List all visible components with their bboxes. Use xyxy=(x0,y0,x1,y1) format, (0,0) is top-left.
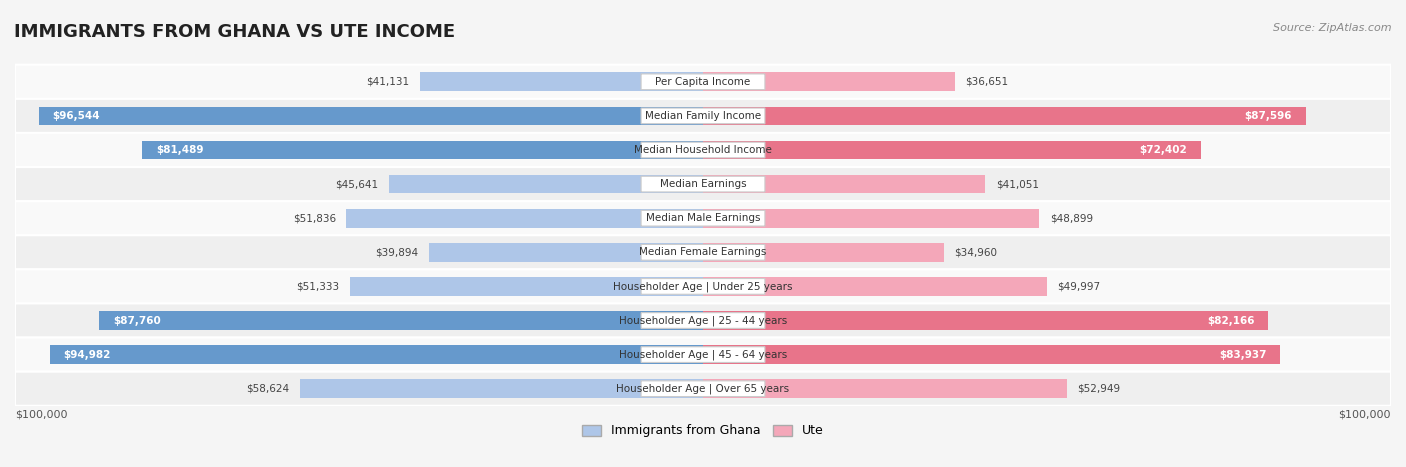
FancyBboxPatch shape xyxy=(15,235,1391,269)
Text: $87,596: $87,596 xyxy=(1244,111,1292,121)
Text: $41,051: $41,051 xyxy=(995,179,1039,189)
FancyBboxPatch shape xyxy=(15,269,1391,304)
Text: $81,489: $81,489 xyxy=(156,145,204,155)
Bar xyxy=(350,277,703,296)
Text: $41,131: $41,131 xyxy=(367,77,409,87)
Text: $58,624: $58,624 xyxy=(246,384,290,394)
Text: Source: ZipAtlas.com: Source: ZipAtlas.com xyxy=(1274,23,1392,33)
FancyBboxPatch shape xyxy=(641,381,765,396)
Bar xyxy=(703,175,986,193)
Text: Median Male Earnings: Median Male Earnings xyxy=(645,213,761,223)
Bar xyxy=(703,209,1039,227)
FancyBboxPatch shape xyxy=(641,313,765,328)
Bar xyxy=(703,106,1306,125)
Text: Per Capita Income: Per Capita Income xyxy=(655,77,751,87)
FancyBboxPatch shape xyxy=(641,244,765,260)
Bar xyxy=(703,243,943,262)
FancyBboxPatch shape xyxy=(641,74,765,90)
Bar xyxy=(389,175,703,193)
Legend: Immigrants from Ghana, Ute: Immigrants from Ghana, Ute xyxy=(578,419,828,442)
Text: $96,544: $96,544 xyxy=(52,111,100,121)
Text: $100,000: $100,000 xyxy=(15,409,67,419)
Text: Median Earnings: Median Earnings xyxy=(659,179,747,189)
Bar xyxy=(703,345,1281,364)
Text: Median Household Income: Median Household Income xyxy=(634,145,772,155)
FancyBboxPatch shape xyxy=(15,201,1391,235)
FancyBboxPatch shape xyxy=(15,167,1391,201)
Text: $45,641: $45,641 xyxy=(336,179,378,189)
Bar xyxy=(420,72,703,91)
Text: $51,836: $51,836 xyxy=(292,213,336,223)
Text: $83,937: $83,937 xyxy=(1219,350,1267,360)
FancyBboxPatch shape xyxy=(641,347,765,362)
Text: $100,000: $100,000 xyxy=(1339,409,1391,419)
Bar xyxy=(703,311,1268,330)
Text: Householder Age | 45 - 64 years: Householder Age | 45 - 64 years xyxy=(619,349,787,360)
Bar xyxy=(429,243,703,262)
FancyBboxPatch shape xyxy=(641,176,765,192)
Bar xyxy=(346,209,703,227)
Text: $48,899: $48,899 xyxy=(1050,213,1092,223)
Text: $34,960: $34,960 xyxy=(953,248,997,257)
Text: Median Female Earnings: Median Female Earnings xyxy=(640,248,766,257)
Bar xyxy=(703,379,1067,398)
FancyBboxPatch shape xyxy=(15,99,1391,133)
Text: $94,982: $94,982 xyxy=(63,350,111,360)
Text: IMMIGRANTS FROM GHANA VS UTE INCOME: IMMIGRANTS FROM GHANA VS UTE INCOME xyxy=(14,23,456,42)
FancyBboxPatch shape xyxy=(15,304,1391,338)
Text: Householder Age | Over 65 years: Householder Age | Over 65 years xyxy=(616,383,790,394)
FancyBboxPatch shape xyxy=(15,372,1391,406)
Text: $36,651: $36,651 xyxy=(966,77,1008,87)
Text: $39,894: $39,894 xyxy=(375,248,418,257)
Text: $49,997: $49,997 xyxy=(1057,282,1101,291)
Bar xyxy=(142,141,703,159)
Bar xyxy=(100,311,703,330)
Text: Median Family Income: Median Family Income xyxy=(645,111,761,121)
Text: Householder Age | 25 - 44 years: Householder Age | 25 - 44 years xyxy=(619,315,787,326)
Text: $72,402: $72,402 xyxy=(1140,145,1187,155)
FancyBboxPatch shape xyxy=(15,65,1391,99)
FancyBboxPatch shape xyxy=(641,278,765,294)
Text: $87,760: $87,760 xyxy=(112,316,160,325)
FancyBboxPatch shape xyxy=(641,142,765,158)
Bar xyxy=(703,277,1047,296)
Text: Householder Age | Under 25 years: Householder Age | Under 25 years xyxy=(613,281,793,292)
Bar xyxy=(299,379,703,398)
FancyBboxPatch shape xyxy=(15,338,1391,372)
Bar xyxy=(39,106,703,125)
FancyBboxPatch shape xyxy=(641,108,765,124)
Text: $52,949: $52,949 xyxy=(1077,384,1121,394)
Bar xyxy=(703,141,1201,159)
Text: $82,166: $82,166 xyxy=(1206,316,1254,325)
FancyBboxPatch shape xyxy=(641,210,765,226)
Bar xyxy=(49,345,703,364)
Bar xyxy=(703,72,955,91)
Text: $51,333: $51,333 xyxy=(297,282,339,291)
FancyBboxPatch shape xyxy=(15,133,1391,167)
